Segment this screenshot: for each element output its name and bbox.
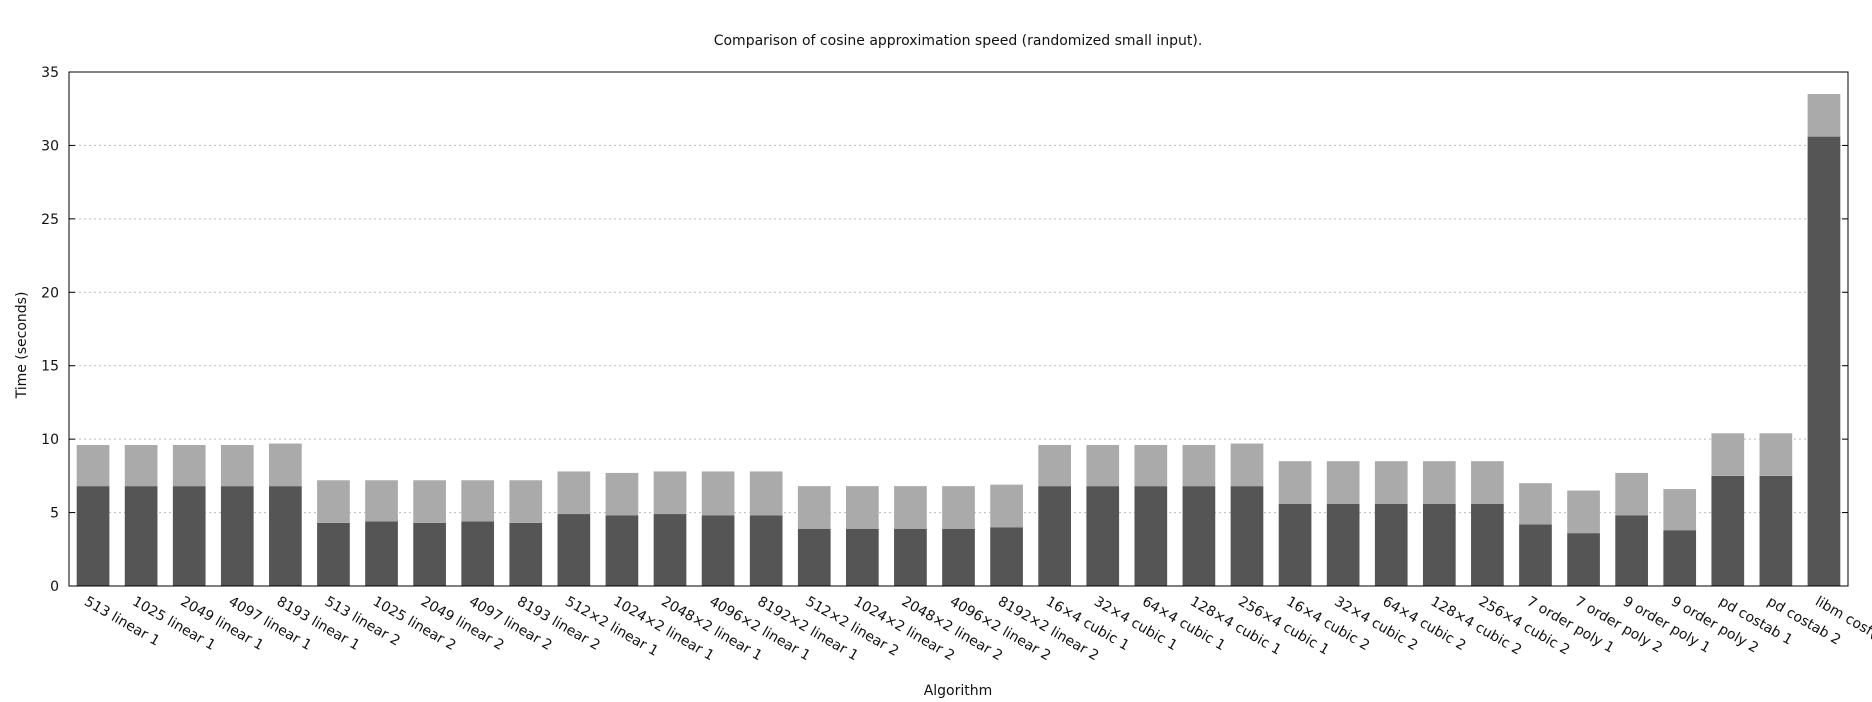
y-tick-label: 30	[41, 138, 59, 154]
bar-segment-1	[749, 471, 783, 516]
bar-segment-1	[269, 443, 302, 487]
bar-segment-1	[413, 480, 446, 523]
bar-segment-0	[605, 515, 639, 586]
bar-segment-1	[1711, 433, 1745, 476]
bar-segment-1	[1326, 461, 1360, 504]
y-axis-label: Time (seconds)	[14, 292, 30, 400]
bar-segment-0	[413, 522, 446, 586]
bar-segment-0	[1471, 503, 1504, 586]
bar-segment-0	[1759, 475, 1793, 586]
bar-segment-0	[1230, 486, 1264, 586]
bar-segment-1	[990, 484, 1023, 528]
y-tick-label: 10	[41, 432, 59, 448]
bar-segment-0	[1519, 524, 1552, 586]
bar-segment-1	[461, 480, 495, 522]
bar-segment-1	[1759, 433, 1793, 476]
bar-segment-1	[894, 486, 927, 529]
bar-segment-0	[1134, 486, 1168, 586]
bar-segment-0	[797, 528, 831, 586]
bar-segment-1	[797, 486, 831, 529]
bar-segment-0	[461, 521, 495, 586]
bar-segment-1	[942, 486, 975, 529]
bar-segment-0	[269, 486, 302, 586]
bar-segment-1	[1086, 445, 1120, 487]
y-tick-label: 5	[50, 506, 59, 522]
bar-segment-0	[172, 486, 206, 586]
bar-segment-0	[1326, 503, 1360, 586]
bar-segment-0	[1086, 486, 1120, 586]
bar-segment-1	[1615, 472, 1648, 516]
bar-segment-0	[365, 521, 398, 586]
bar-segment-0	[653, 514, 687, 586]
bar-segment-0	[942, 528, 975, 586]
bar-segment-1	[557, 471, 591, 515]
bar-segment-0	[1278, 503, 1312, 586]
bar-segment-1	[365, 480, 398, 522]
bar-segment-0	[1663, 530, 1697, 586]
bar-segment-0	[894, 528, 927, 586]
bar-segment-0	[220, 486, 254, 586]
bar-segment-0	[1038, 486, 1072, 586]
bar-segment-1	[172, 445, 206, 487]
bar-segment-1	[1422, 461, 1456, 504]
bar-segment-0	[749, 515, 783, 586]
bar-segment-0	[124, 486, 158, 586]
bar-segment-0	[1182, 486, 1216, 586]
bar-segment-0	[1567, 533, 1600, 586]
bar-segment-1	[845, 486, 879, 529]
bars	[76, 94, 1841, 587]
bar-segment-1	[76, 445, 110, 487]
y-tick-label: 0	[50, 579, 59, 595]
bar-segment-1	[1374, 461, 1408, 504]
bar-segment-0	[1374, 503, 1408, 586]
bar-segment-0	[845, 528, 879, 586]
grid-lines	[69, 144, 1848, 514]
x-axis-label: Algorithm	[924, 683, 993, 699]
bar-segment-1	[1134, 445, 1168, 487]
bar-segment-1	[1230, 443, 1264, 487]
bar-segment-0	[1422, 503, 1456, 586]
bar-segment-1	[1807, 94, 1841, 137]
y-tick-label: 15	[41, 359, 59, 375]
bar-segment-1	[1038, 445, 1072, 487]
y-axis-ticks: 0 5 10 15 20 25 30 35	[41, 65, 1848, 595]
bar-segment-1	[220, 445, 254, 487]
chart-title: Comparison of cosine approximation speed…	[714, 33, 1203, 49]
bar-segment-0	[557, 514, 591, 586]
bar-segment-1	[1278, 461, 1312, 504]
bar-segment-1	[317, 480, 350, 523]
y-tick-label: 20	[41, 285, 59, 301]
bar-segment-0	[1711, 475, 1745, 586]
bar-segment-0	[317, 522, 350, 586]
bar-segment-0	[509, 522, 543, 586]
bar-segment-0	[1615, 515, 1648, 586]
y-tick-label: 25	[41, 212, 59, 228]
bar-segment-1	[124, 445, 158, 487]
bar-segment-0	[990, 527, 1023, 586]
bar-segment-1	[701, 471, 735, 516]
bar-segment-1	[1567, 490, 1600, 534]
bar-segment-1	[1182, 445, 1216, 487]
bar-segment-0	[1807, 136, 1841, 587]
bar-segment-0	[76, 486, 110, 586]
y-tick-label: 35	[41, 65, 59, 81]
bar-segment-1	[509, 480, 543, 523]
bar-segment-1	[1663, 489, 1697, 531]
bar-segment-1	[653, 471, 687, 515]
plot-frame	[68, 71, 1849, 587]
bar-segment-1	[605, 472, 639, 516]
bar-segment-1	[1471, 461, 1504, 504]
bar-segment-1	[1519, 483, 1552, 525]
bar-segment-0	[701, 515, 735, 586]
